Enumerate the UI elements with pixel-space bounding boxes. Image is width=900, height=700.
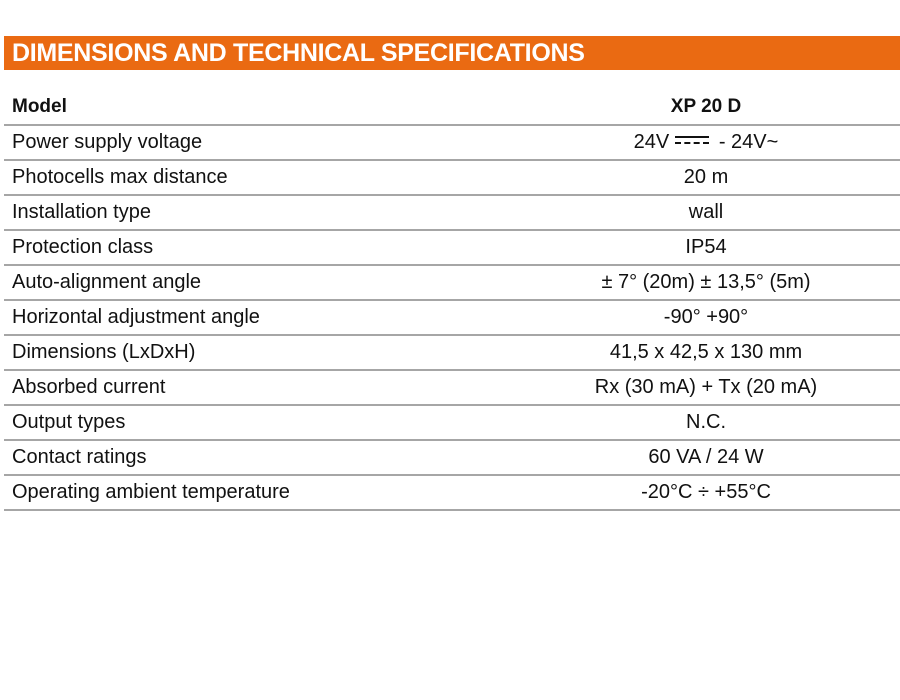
row-value: IP54 bbox=[512, 230, 900, 266]
row-label: Absorbed current bbox=[4, 370, 512, 406]
table-row: Output types N.C. bbox=[4, 405, 900, 441]
table-row: Absorbed current Rx (30 mA) + Tx (20 mA) bbox=[4, 370, 900, 406]
row-value-prefix: 24V bbox=[633, 131, 670, 153]
row-value: 41,5 x 42,5 x 130 mm bbox=[512, 335, 900, 371]
table-row: Power supply voltage 24V - 24V~ bbox=[4, 125, 900, 161]
row-label: Power supply voltage bbox=[4, 125, 512, 161]
table-row: Dimensions (LxDxH) 41,5 x 42,5 x 130 mm bbox=[4, 335, 900, 371]
table-row: Contact ratings 60 VA / 24 W bbox=[4, 440, 900, 476]
table-header-row: Model XP 20 D bbox=[4, 90, 900, 126]
table-row: Horizontal adjustment angle -90° +90° bbox=[4, 300, 900, 336]
table-row: Protection class IP54 bbox=[4, 230, 900, 266]
table-row: Operating ambient temperature -20°C ÷ +5… bbox=[4, 475, 900, 511]
row-label: Operating ambient temperature bbox=[4, 475, 512, 511]
row-label: Contact ratings bbox=[4, 440, 512, 476]
row-label: Output types bbox=[4, 405, 512, 441]
header-label: Model bbox=[4, 90, 512, 126]
specifications-table: Model XP 20 D Power supply voltage 24V -… bbox=[4, 90, 900, 511]
row-value: 60 VA / 24 W bbox=[512, 440, 900, 476]
row-value: N.C. bbox=[512, 405, 900, 441]
row-value: 20 m bbox=[512, 160, 900, 196]
table-row: Installation type wall bbox=[4, 195, 900, 231]
row-label: Auto-alignment angle bbox=[4, 265, 512, 301]
row-value: -20°C ÷ +55°C bbox=[512, 475, 900, 511]
row-label: Dimensions (LxDxH) bbox=[4, 335, 512, 371]
table-row: Auto-alignment angle ± 7° (20m) ± 13,5° … bbox=[4, 265, 900, 301]
row-value-suffix: - 24V~ bbox=[713, 131, 779, 153]
row-value: Rx (30 mA) + Tx (20 mA) bbox=[512, 370, 900, 406]
header-value: XP 20 D bbox=[512, 90, 900, 126]
row-label: Installation type bbox=[4, 195, 512, 231]
row-label: Protection class bbox=[4, 230, 512, 266]
section-title-bar: DIMENSIONS AND TECHNICAL SPECIFICATIONS bbox=[4, 36, 900, 70]
section-title: DIMENSIONS AND TECHNICAL SPECIFICATIONS bbox=[12, 39, 585, 67]
row-value: ± 7° (20m) ± 13,5° (5m) bbox=[512, 265, 900, 301]
row-label: Photocells max distance bbox=[4, 160, 512, 196]
row-label: Horizontal adjustment angle bbox=[4, 300, 512, 336]
row-value: -90° +90° bbox=[512, 300, 900, 336]
direct-current-icon bbox=[675, 135, 710, 147]
table-row: Photocells max distance 20 m bbox=[4, 160, 900, 196]
row-value: wall bbox=[512, 195, 900, 231]
row-value: 24V - 24V~ bbox=[512, 125, 900, 161]
